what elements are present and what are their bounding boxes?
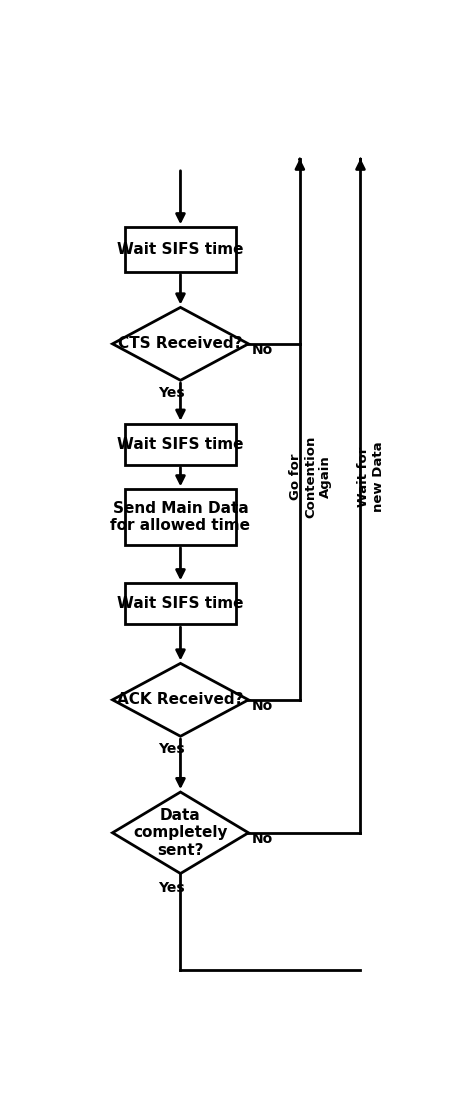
FancyBboxPatch shape <box>125 489 236 545</box>
Text: Send Main Data
for allowed time: Send Main Data for allowed time <box>110 501 250 534</box>
FancyBboxPatch shape <box>125 583 236 624</box>
Text: ACK Received?: ACK Received? <box>117 692 244 707</box>
Text: Go for
Contention
Again: Go for Contention Again <box>290 436 332 518</box>
FancyBboxPatch shape <box>125 423 236 465</box>
Text: No: No <box>252 700 273 713</box>
Text: Yes: Yes <box>158 881 185 896</box>
FancyBboxPatch shape <box>125 227 236 272</box>
Text: Wait for
new Data: Wait for new Data <box>357 441 385 512</box>
Polygon shape <box>112 307 248 380</box>
Text: Wait SIFS time: Wait SIFS time <box>117 437 244 451</box>
Text: Wait SIFS time: Wait SIFS time <box>117 596 244 612</box>
Polygon shape <box>112 792 248 873</box>
Text: No: No <box>252 343 273 358</box>
Text: Yes: Yes <box>158 387 185 400</box>
Text: Yes: Yes <box>158 742 185 756</box>
Text: Wait SIFS time: Wait SIFS time <box>117 242 244 257</box>
Text: CTS Received?: CTS Received? <box>118 336 243 351</box>
Text: Data
completely
sent?: Data completely sent? <box>133 808 228 858</box>
Polygon shape <box>112 663 248 736</box>
Text: No: No <box>252 832 273 846</box>
